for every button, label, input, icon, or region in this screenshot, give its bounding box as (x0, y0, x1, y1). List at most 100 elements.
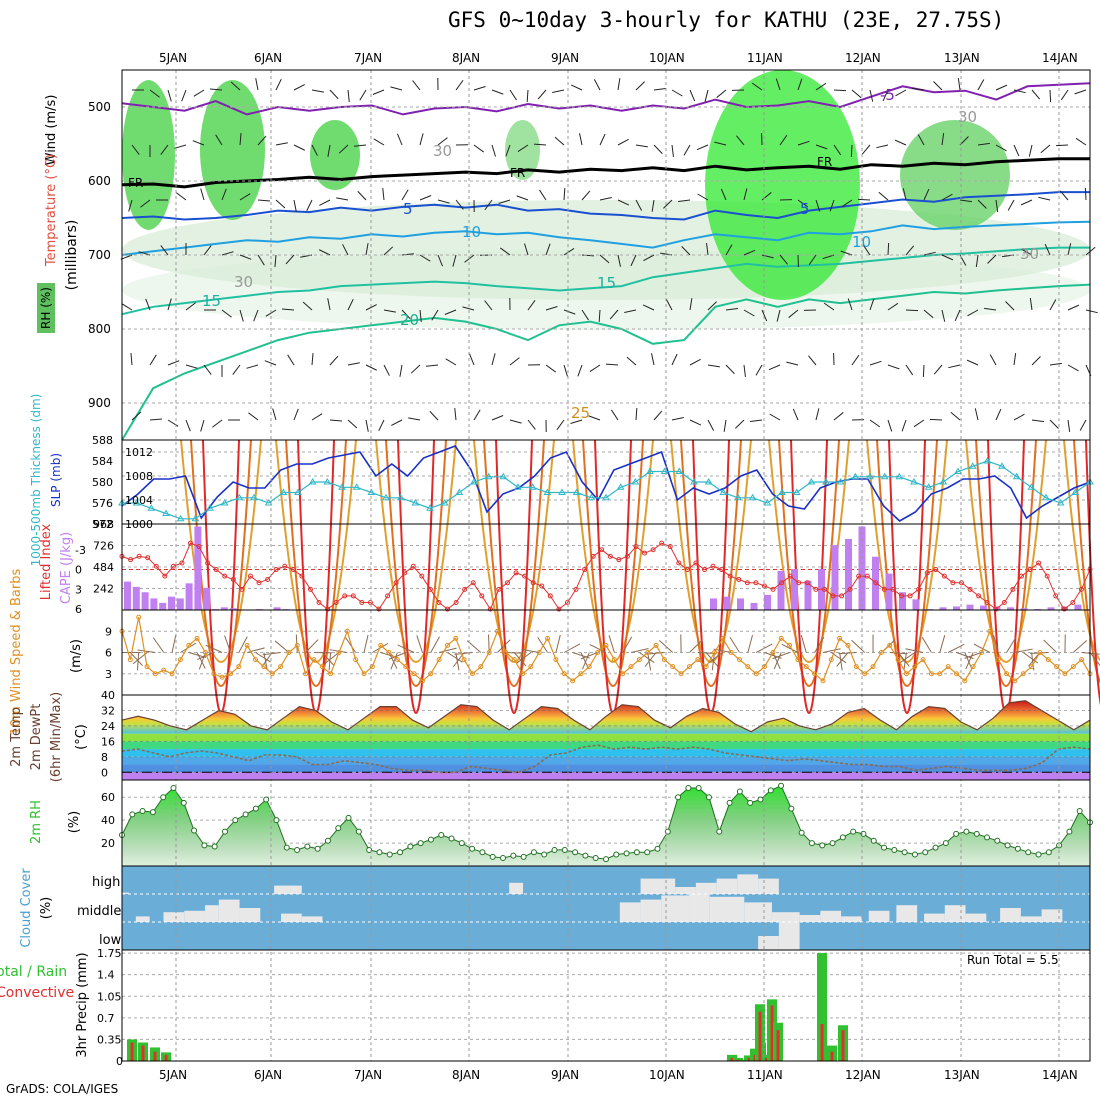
wind10m-point (895, 657, 901, 663)
lifted-index-point (599, 547, 605, 553)
wind-barb (635, 81, 645, 91)
wind-barb (725, 308, 738, 311)
wind-barb (306, 199, 313, 212)
slp-line (121, 445, 1091, 522)
wind-barb (797, 199, 809, 208)
wind-barb (761, 254, 774, 259)
wind-barb (1013, 144, 1020, 157)
lifted-index-point (359, 600, 365, 606)
cape-bar (168, 596, 175, 610)
wind-barb (408, 417, 421, 421)
lifted-index-point (839, 593, 845, 599)
wind-barb (527, 299, 536, 311)
rh-point (273, 817, 280, 824)
rh-point (458, 840, 465, 847)
wind-barb-10m (521, 648, 540, 653)
wind-barb-10m (899, 652, 916, 664)
lifted-index-point (179, 560, 185, 566)
wind-barb-10m (537, 637, 549, 653)
wind-barb (861, 144, 871, 155)
wind-barb (473, 409, 481, 421)
temp-band (122, 756, 1090, 765)
labels-layer: -55 510101515202530303030FRFRFR5006007008… (0, 51, 1078, 1082)
rh-point (603, 856, 609, 863)
wind-barb (948, 364, 961, 369)
thickness-tick-label: 584 (92, 455, 113, 468)
wind-barb (704, 89, 709, 102)
wind-barb (257, 199, 270, 202)
wind-barb (329, 355, 339, 366)
wind-barb (302, 301, 313, 311)
wind10m-point (177, 657, 183, 663)
wind-barb-10m (321, 652, 335, 667)
rh-tick-label: 20 (101, 837, 115, 850)
cloud-cover-block (695, 882, 717, 894)
wind-barb (383, 309, 396, 313)
lifted-index-point (239, 586, 245, 592)
thickness-point (147, 504, 156, 511)
wind-barb (365, 243, 369, 256)
wind-barb (1079, 419, 1087, 431)
wind-barb (995, 144, 1007, 152)
lifted-index-point (821, 586, 827, 592)
wind-barb (412, 80, 421, 91)
temp2m-axis-label: 2m Temp (9, 707, 24, 767)
thickness-point (690, 478, 698, 485)
wind-barb-10m (608, 635, 615, 653)
wind10m-point (778, 635, 784, 641)
rh-shade-area (505, 120, 540, 180)
wind-barb-10m (580, 652, 598, 660)
wind-barb (1074, 89, 1087, 95)
date-tick-top: 12JAN (845, 51, 881, 65)
wind-barb (967, 309, 979, 317)
wind-barb (1084, 187, 1087, 201)
rh-shade-area (900, 120, 1010, 230)
wind-barb-10m (205, 644, 223, 653)
thickness-point (514, 483, 522, 490)
wind-barb (605, 363, 619, 366)
wind-barb (833, 89, 847, 92)
rh-point (489, 853, 496, 860)
slp-tick-label: 1012 (125, 446, 153, 459)
cloud-cover-block (640, 878, 676, 894)
wind-barb (755, 364, 763, 376)
cloud-cover-block (778, 922, 800, 950)
lifted-index-point (436, 600, 442, 606)
wind-barb-10m (582, 652, 590, 670)
wind-barb (491, 415, 504, 421)
wind-barb (193, 89, 205, 97)
wind10m-point (803, 664, 809, 670)
wind10m-point (753, 671, 759, 677)
date-tick-top: 10JAN (649, 51, 685, 65)
cloud-cover-block (184, 910, 205, 922)
wind-barb-10m (416, 635, 423, 653)
date-tick-top: 11JAN (747, 51, 783, 65)
rh-point (407, 843, 414, 850)
cape-bar (185, 583, 193, 610)
wind-barb (743, 249, 756, 256)
wind10m-point (344, 628, 350, 634)
wind-barb (318, 249, 331, 256)
wind-barb (570, 419, 583, 424)
wind-barb (239, 309, 244, 322)
wind-barb (378, 419, 385, 432)
thickness-point (264, 499, 273, 506)
lifted-index-point (916, 586, 922, 592)
wind-barb (200, 419, 205, 432)
wind-barb (1049, 89, 1052, 103)
thickness-point (895, 472, 904, 480)
wind-barb (878, 191, 889, 201)
lifted-index-point (522, 573, 528, 579)
wind-barb-10m (136, 652, 140, 671)
wind10m-point (394, 657, 400, 663)
rh-point (541, 851, 548, 858)
rh-point (654, 845, 661, 852)
wind-barb (635, 407, 638, 421)
wind-barb (145, 298, 151, 311)
lifted-index-point (453, 600, 459, 606)
cloud-cover-block (799, 915, 821, 922)
rh-point (304, 843, 311, 850)
date-tick-top: 5JAN (159, 51, 187, 65)
wind-barb (776, 309, 781, 322)
precip-tick-label: 0 (116, 1055, 123, 1068)
